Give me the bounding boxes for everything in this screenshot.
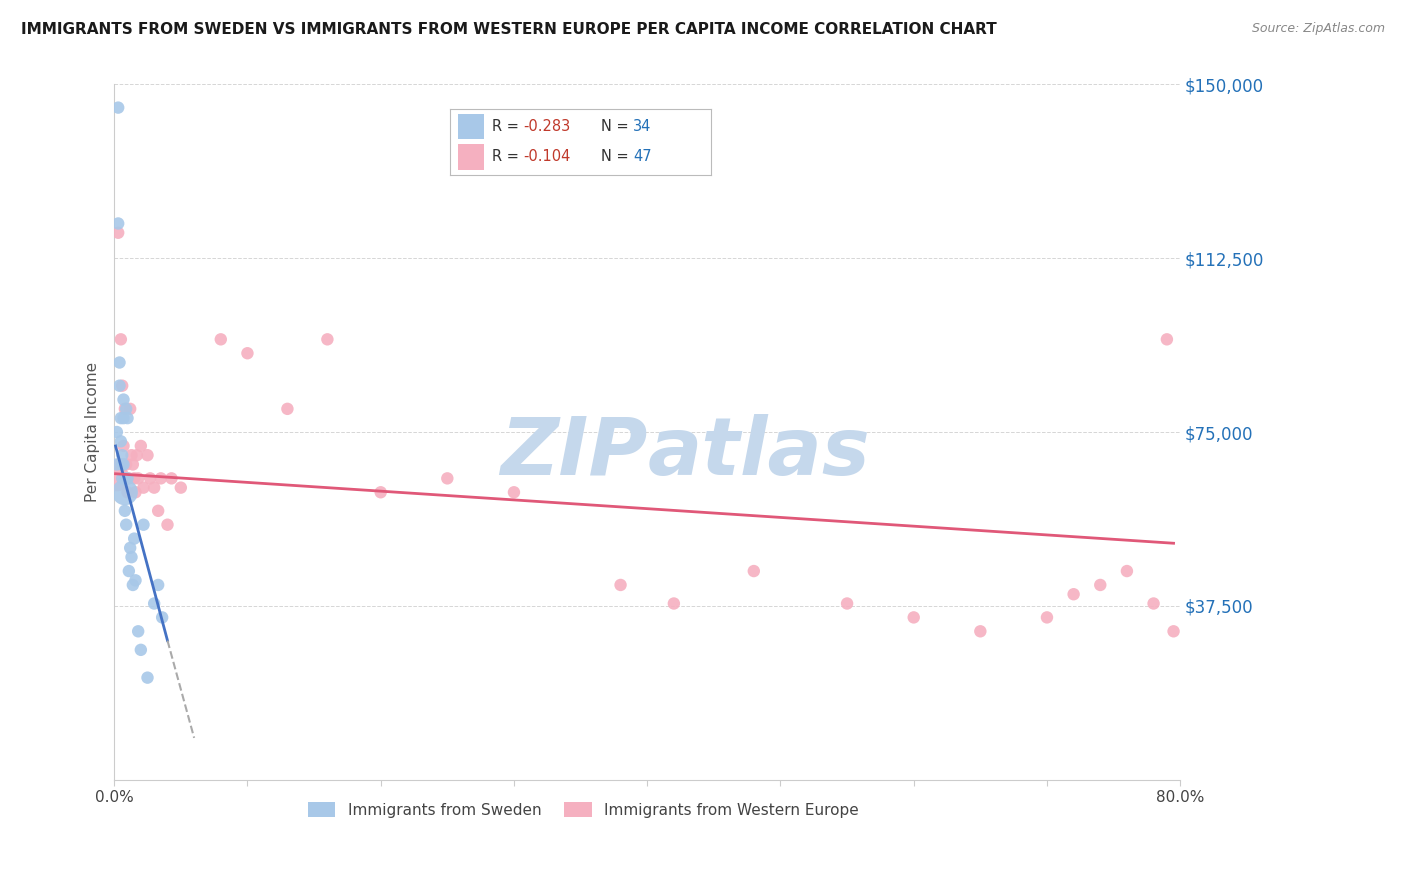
Point <box>122 471 145 485</box>
Point <box>105 425 128 439</box>
Text: ZIP: ZIP <box>499 414 647 491</box>
Point <box>112 458 135 472</box>
Point <box>118 471 141 485</box>
Point <box>969 624 991 639</box>
Point <box>114 504 136 518</box>
Point <box>112 392 135 407</box>
Point <box>111 471 134 485</box>
Point <box>124 485 146 500</box>
Point <box>111 458 134 472</box>
Point <box>117 485 139 500</box>
Point <box>1063 587 1085 601</box>
Point <box>146 578 169 592</box>
Text: Source: ZipAtlas.com: Source: ZipAtlas.com <box>1251 22 1385 36</box>
Point <box>146 504 169 518</box>
Point <box>111 448 134 462</box>
Point <box>108 378 131 392</box>
Point <box>132 517 155 532</box>
Point <box>149 471 172 485</box>
Point <box>120 401 142 416</box>
Point <box>124 574 146 588</box>
Point <box>1142 597 1164 611</box>
Point <box>121 550 143 565</box>
Point <box>110 411 132 425</box>
Point <box>121 448 143 462</box>
Point <box>110 332 132 346</box>
Point <box>107 226 129 240</box>
Point <box>503 485 526 500</box>
Point <box>117 411 139 425</box>
Point <box>120 541 142 555</box>
Point <box>111 378 134 392</box>
Point <box>1163 624 1185 639</box>
Point <box>118 564 141 578</box>
Point <box>114 401 136 416</box>
Point <box>609 578 631 592</box>
Point <box>143 481 166 495</box>
Text: atlas: atlas <box>647 414 870 491</box>
Point <box>150 610 173 624</box>
Point <box>127 471 149 485</box>
Point <box>136 671 159 685</box>
Point <box>1116 564 1139 578</box>
Point <box>236 346 259 360</box>
Point <box>112 439 135 453</box>
Point <box>112 411 135 425</box>
Point <box>117 471 139 485</box>
Point <box>139 471 162 485</box>
Point <box>742 564 765 578</box>
Point <box>662 597 685 611</box>
Point <box>835 597 858 611</box>
Text: IMMIGRANTS FROM SWEDEN VS IMMIGRANTS FROM WESTERN EUROPE PER CAPITA INCOME CORRE: IMMIGRANTS FROM SWEDEN VS IMMIGRANTS FRO… <box>21 22 997 37</box>
Point <box>370 485 392 500</box>
Point <box>160 471 183 485</box>
Point <box>436 471 458 485</box>
Point <box>1090 578 1112 592</box>
Point <box>115 517 138 532</box>
Point <box>1036 610 1059 624</box>
Point <box>125 448 148 462</box>
Point <box>121 578 143 592</box>
Point <box>110 434 132 449</box>
Point <box>122 532 145 546</box>
Point <box>316 332 339 346</box>
Y-axis label: Per Capita Income: Per Capita Income <box>86 362 100 502</box>
Point <box>108 458 131 472</box>
Legend: Immigrants from Sweden, Immigrants from Western Europe: Immigrants from Sweden, Immigrants from … <box>302 797 865 824</box>
Point <box>114 485 136 500</box>
Point <box>903 610 925 624</box>
Point <box>115 401 138 416</box>
Point <box>276 401 298 416</box>
Point <box>121 458 143 472</box>
Point <box>170 481 193 495</box>
Point <box>129 439 152 453</box>
Point <box>1156 332 1178 346</box>
Point <box>143 597 166 611</box>
Point <box>115 458 138 472</box>
Point <box>108 355 131 369</box>
Point <box>114 471 136 485</box>
Point <box>107 101 129 115</box>
Point <box>107 217 129 231</box>
Point <box>105 458 128 472</box>
Point <box>127 624 149 639</box>
Point <box>132 481 155 495</box>
Point <box>105 471 128 485</box>
Point <box>136 448 159 462</box>
Point <box>209 332 232 346</box>
Point <box>156 517 179 532</box>
Point <box>129 643 152 657</box>
